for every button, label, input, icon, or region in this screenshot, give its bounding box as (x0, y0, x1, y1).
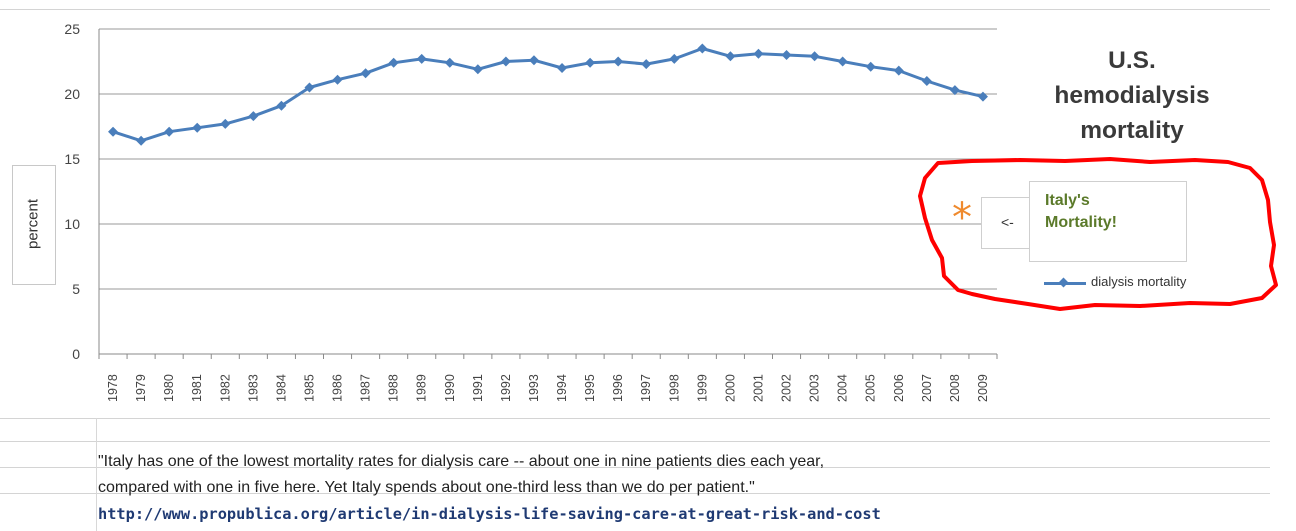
data-point (613, 56, 624, 67)
x-tick-label: 1988 (387, 374, 401, 402)
y-tick-label: 20 (64, 86, 80, 102)
data-point (921, 76, 932, 86)
data-point (781, 50, 792, 60)
x-tick-label: 1992 (499, 374, 513, 402)
source-link[interactable]: http://www.propublica.org/article/in-dia… (98, 505, 881, 523)
quote-text: "Italy has one of the lowest mortality r… (98, 449, 1258, 501)
series-line (112, 47, 984, 143)
data-point (557, 63, 568, 73)
chart-title: U.S. hemodialysis mortality (1018, 44, 1246, 148)
data-point (641, 59, 652, 70)
x-tick-label: 2008 (948, 374, 962, 402)
x-tick-label: 1986 (331, 374, 345, 402)
y-tick-label: 5 (72, 281, 80, 297)
sheet-row-line (0, 9, 1270, 10)
x-tick-label: 1995 (583, 374, 597, 402)
sheet-row-line (0, 418, 1270, 419)
x-tick-label: 1982 (218, 374, 232, 402)
italy-star-marker: * (952, 195, 972, 241)
data-point (276, 100, 287, 111)
x-tick-label: 2001 (751, 374, 765, 402)
x-tick-label: 1985 (302, 374, 316, 402)
x-tick-label: 1978 (106, 374, 120, 402)
data-point (837, 56, 848, 67)
data-point (753, 48, 764, 59)
quote-line: compared with one in five here. Yet Ital… (98, 479, 755, 496)
x-tick-label: 1991 (471, 374, 485, 402)
x-tick-label: 1998 (667, 374, 681, 402)
data-point (472, 64, 483, 75)
data-point (248, 111, 259, 122)
annotation-line: Italy's (1045, 192, 1090, 209)
data-point (725, 51, 736, 62)
data-point (697, 43, 708, 54)
x-tick-label: 1983 (246, 374, 260, 402)
x-tick-label: 1994 (555, 374, 569, 402)
annotation-text: Italy's Mortality! (1045, 190, 1175, 234)
x-tick-label: 1980 (162, 374, 176, 402)
sheet-col-line (96, 418, 97, 531)
data-point (220, 118, 231, 129)
chart: 0 5 10 15 20 25 1978 1979 1980 1981 1982 1983 1984 19… (12, 21, 1278, 402)
data-point (360, 68, 371, 79)
data-point (136, 135, 147, 146)
x-tick-label: 2003 (808, 374, 822, 402)
x-tick-label: 1979 (134, 374, 148, 402)
y-axis-label-box (12, 165, 56, 285)
data-point (809, 51, 820, 62)
x-tick-label: 2007 (920, 374, 934, 402)
data-point (500, 56, 511, 67)
sheet-row-line (0, 467, 1270, 468)
x-tick-label: 2009 (976, 374, 990, 402)
y-tick-label: 25 (64, 21, 80, 37)
x-tick-label: 2002 (780, 374, 794, 402)
data-point (528, 55, 539, 66)
x-tick-label: 1990 (443, 374, 457, 402)
x-tick-label: 1993 (527, 374, 541, 402)
sheet-row-line (0, 493, 1270, 494)
x-tick-label: 2005 (864, 374, 878, 402)
x-tick-label: 2006 (892, 374, 906, 402)
legend-label: dialysis mortality (1091, 274, 1187, 289)
x-tick-label: 2000 (723, 374, 737, 402)
x-tick-label: 1996 (611, 374, 625, 402)
chart-plot: 0 5 10 15 20 25 1978 1979 1980 1981 1982 1983 1984 19… (64, 21, 998, 402)
data-point (865, 61, 876, 72)
x-tick-label: 1987 (359, 374, 373, 402)
x-tick-label: 1984 (274, 374, 288, 402)
y-axis-label: percent (24, 198, 42, 250)
data-point (164, 126, 175, 137)
x-tick-label: 1989 (415, 374, 429, 402)
chart-title-line: hemodialysis (1054, 81, 1210, 109)
data-point (416, 53, 427, 64)
x-tick-label: 1981 (190, 374, 204, 402)
data-point (444, 57, 455, 68)
data-point (304, 82, 315, 93)
data-point (669, 53, 680, 64)
quote-line: "Italy has one of the lowest mortality r… (98, 453, 825, 470)
data-point (192, 122, 203, 133)
data-point (977, 91, 988, 102)
data-point (949, 85, 960, 96)
data-point (893, 65, 904, 76)
y-tick-label: 15 (64, 151, 80, 167)
chart-title-line: U.S. (1108, 47, 1156, 74)
chart-title-line: mortality (1080, 116, 1184, 144)
data-point (332, 74, 343, 85)
annotation-line: Mortality! (1045, 214, 1117, 232)
sheet-row-line (0, 441, 1270, 442)
y-tick-label: 10 (64, 216, 80, 232)
data-point (388, 57, 399, 68)
x-tick-label: 1997 (639, 374, 653, 402)
data-point (585, 57, 596, 68)
x-tick-label: 1999 (695, 374, 709, 402)
y-tick-label: 0 (72, 346, 80, 362)
arrow-label: <- (1001, 214, 1014, 230)
x-tick-label: 2004 (836, 374, 850, 402)
data-point (108, 126, 119, 137)
